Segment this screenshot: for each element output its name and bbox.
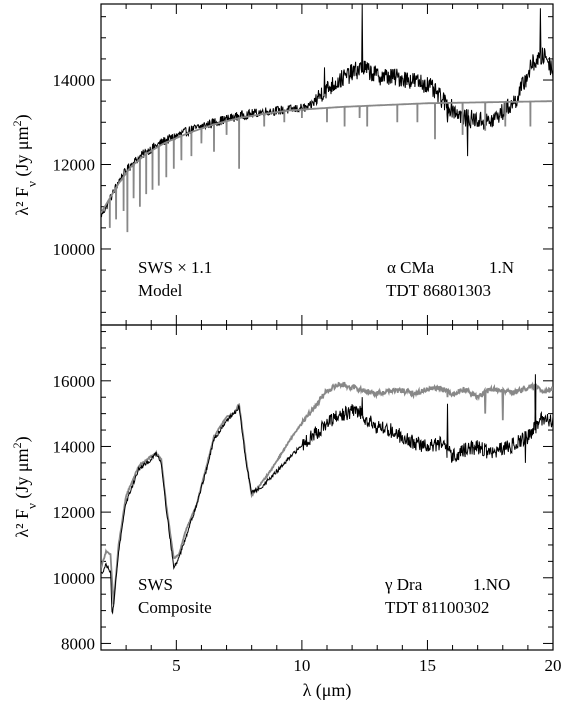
y-tick-label: 14000	[53, 437, 96, 456]
top-y-ticks: 10000 12000 14000	[53, 4, 554, 325]
y-tick-label: 16000	[53, 372, 96, 391]
black-spectrum-line	[101, 374, 553, 615]
top-class-label: 1.N	[489, 258, 514, 277]
x-tick-label: 20	[545, 656, 562, 675]
top-tdt-label: TDT 86801303	[386, 281, 491, 300]
top-annotation-left-1: SWS × 1.1	[138, 258, 212, 277]
bottom-class-label: 1.NO	[473, 575, 510, 594]
y-tick-label: 10000	[53, 240, 96, 259]
top-panel: 10000 12000 14000 λ² Fν (Jy μm2) SWS × 1.1…	[10, 3, 554, 326]
top-annotation-left-2: Model	[138, 281, 183, 300]
top-series	[101, 4, 553, 233]
bottom-panel: 8000 10000 12000 14000 16000 5 10 15 20 λ² Fν (…	[10, 324, 562, 701]
bottom-x-ticks: 5 10 15 20	[100, 325, 562, 675]
x-tick-label: 10	[293, 656, 310, 675]
bottom-annotation-left-2: Composite	[138, 598, 212, 617]
bottom-y-ticks: 8000 10000 12000 14000 16000	[53, 331, 553, 653]
y-tick-label: 8000	[61, 634, 95, 653]
x-axis-label: λ (μm)	[303, 680, 352, 701]
x-tick-label: 15	[419, 656, 436, 675]
bottom-star-name: γ Dra	[384, 575, 423, 594]
bottom-tdt-label: TDT 81100302	[385, 598, 489, 617]
x-tick-label: 5	[172, 656, 181, 675]
bottom-annotation-left-1: SWS	[138, 575, 173, 594]
black-spectrum-line	[101, 4, 553, 218]
bottom-y-axis-label: λ² Fν (Jy μm2)	[10, 436, 39, 537]
top-y-axis-label: λ² Fν (Jy μm2)	[10, 114, 39, 215]
gray-spectrum-line	[101, 100, 553, 233]
top-star-name: α CMa	[387, 258, 435, 277]
y-tick-label: 12000	[53, 156, 96, 175]
y-tick-label: 12000	[53, 503, 96, 522]
gray-spectrum-line	[101, 381, 553, 605]
y-tick-label: 10000	[53, 569, 96, 588]
y-tick-label: 14000	[53, 71, 96, 90]
bottom-series	[101, 374, 553, 615]
